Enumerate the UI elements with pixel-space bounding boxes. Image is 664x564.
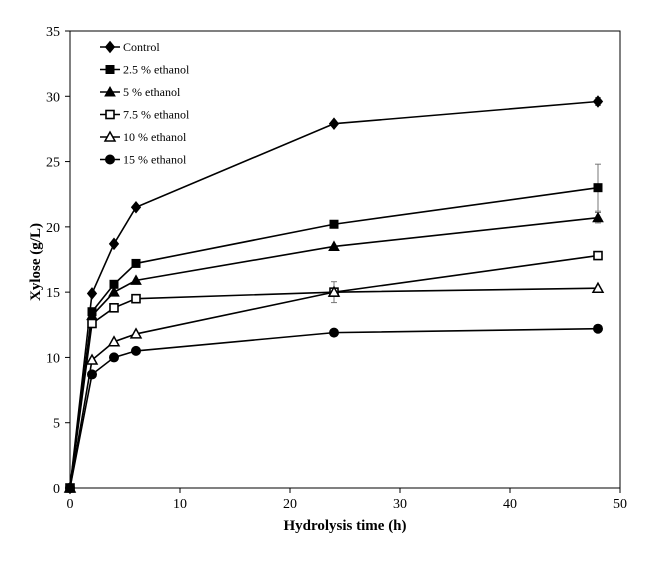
data-point-5-ethanol bbox=[108, 286, 120, 297]
data-point-5-ethanol bbox=[130, 274, 142, 285]
y-tick-label: 20 bbox=[46, 221, 60, 236]
y-tick-label: 10 bbox=[46, 351, 60, 366]
data-point-15-ethanol bbox=[329, 327, 339, 338]
series-line-7-5-ethanol bbox=[69, 254, 599, 489]
y-tick-label: 0 bbox=[53, 482, 60, 497]
legend-label-control: Control bbox=[123, 40, 160, 54]
y-axis-title: Xylose (g/L) bbox=[28, 223, 44, 301]
x-axis-title: Hydrolysis time (h) bbox=[283, 518, 406, 534]
data-point-2-5-ethanol bbox=[593, 183, 603, 193]
legend-label-7-5-ethanol: 7.5 % ethanol bbox=[123, 108, 190, 122]
data-point-control bbox=[592, 95, 604, 108]
series-line-5-ethanol bbox=[69, 216, 599, 489]
data-point-15-ethanol bbox=[131, 345, 141, 356]
y-tick-label: 15 bbox=[46, 286, 60, 301]
y-tick-label: 35 bbox=[46, 25, 60, 40]
data-point-15-ethanol bbox=[109, 352, 119, 363]
data-point-7-5-ethanol bbox=[593, 250, 603, 261]
legend: Control 2.5 % ethanol 5 % ethanol 7.5 % eth… bbox=[100, 40, 190, 167]
legend-label-5-ethanol: 5 % ethanol bbox=[123, 85, 181, 99]
x-tick-label: 50 bbox=[613, 497, 627, 512]
data-point-control bbox=[108, 237, 120, 251]
data-point-10-ethanol bbox=[129, 327, 143, 339]
data-point-7-5-ethanol bbox=[87, 318, 97, 329]
legend-marker-15-ethanol bbox=[105, 154, 115, 165]
data-point-15-ethanol bbox=[87, 369, 97, 380]
series-line-2-5-ethanol bbox=[69, 186, 599, 489]
series-line-15-ethanol bbox=[69, 327, 599, 489]
data-point-7-5-ethanol bbox=[131, 293, 141, 304]
legend-marker-10-ethanol bbox=[103, 130, 117, 142]
errorbar-layer bbox=[331, 97, 601, 304]
y-tick-label: 5 bbox=[53, 417, 60, 432]
data-point-7-5-ethanol bbox=[109, 303, 119, 313]
markers-layer bbox=[63, 95, 605, 495]
legend-marker-control bbox=[104, 40, 116, 54]
x-tick-label: 0 bbox=[67, 497, 74, 512]
data-point-control bbox=[328, 117, 340, 130]
data-point-5-ethanol bbox=[592, 211, 604, 223]
data-point-15-ethanol bbox=[593, 323, 603, 334]
y-tick-label: 30 bbox=[46, 90, 60, 105]
data-point-2-5-ethanol bbox=[131, 258, 141, 268]
data-point-10-ethanol bbox=[327, 285, 341, 297]
legend-label-15-ethanol: 15 % ethanol bbox=[123, 153, 187, 167]
plot-frame bbox=[69, 30, 621, 489]
data-point-10-ethanol bbox=[591, 281, 605, 293]
legend-marker-5-ethanol bbox=[104, 85, 116, 97]
x-tick-label: 10 bbox=[173, 497, 187, 512]
data-point-control bbox=[86, 287, 98, 300]
data-point-5-ethanol bbox=[328, 240, 340, 251]
x-tick-label: 30 bbox=[393, 497, 407, 512]
data-point-10-ethanol bbox=[107, 335, 121, 347]
data-point-15-ethanol bbox=[65, 483, 75, 493]
series-line-10-ethanol bbox=[69, 287, 599, 489]
legend-marker-7-5-ethanol bbox=[105, 109, 115, 120]
legend-label-10-ethanol: 10 % ethanol bbox=[123, 130, 187, 144]
legend-marker-2-5-ethanol bbox=[105, 65, 115, 74]
axes-layer: 0 5 10 15 20 25 30 35 0 10 20 30 40 50 bbox=[46, 25, 627, 512]
legend-label-2-5-ethanol: 2.5 % ethanol bbox=[123, 63, 190, 77]
data-point-control bbox=[130, 200, 142, 214]
x-tick-label: 20 bbox=[283, 497, 297, 512]
data-point-2-5-ethanol bbox=[329, 219, 339, 229]
x-tick-label: 40 bbox=[503, 497, 517, 512]
data-point-10-ethanol bbox=[85, 353, 99, 365]
y-tick-label: 25 bbox=[46, 156, 60, 171]
